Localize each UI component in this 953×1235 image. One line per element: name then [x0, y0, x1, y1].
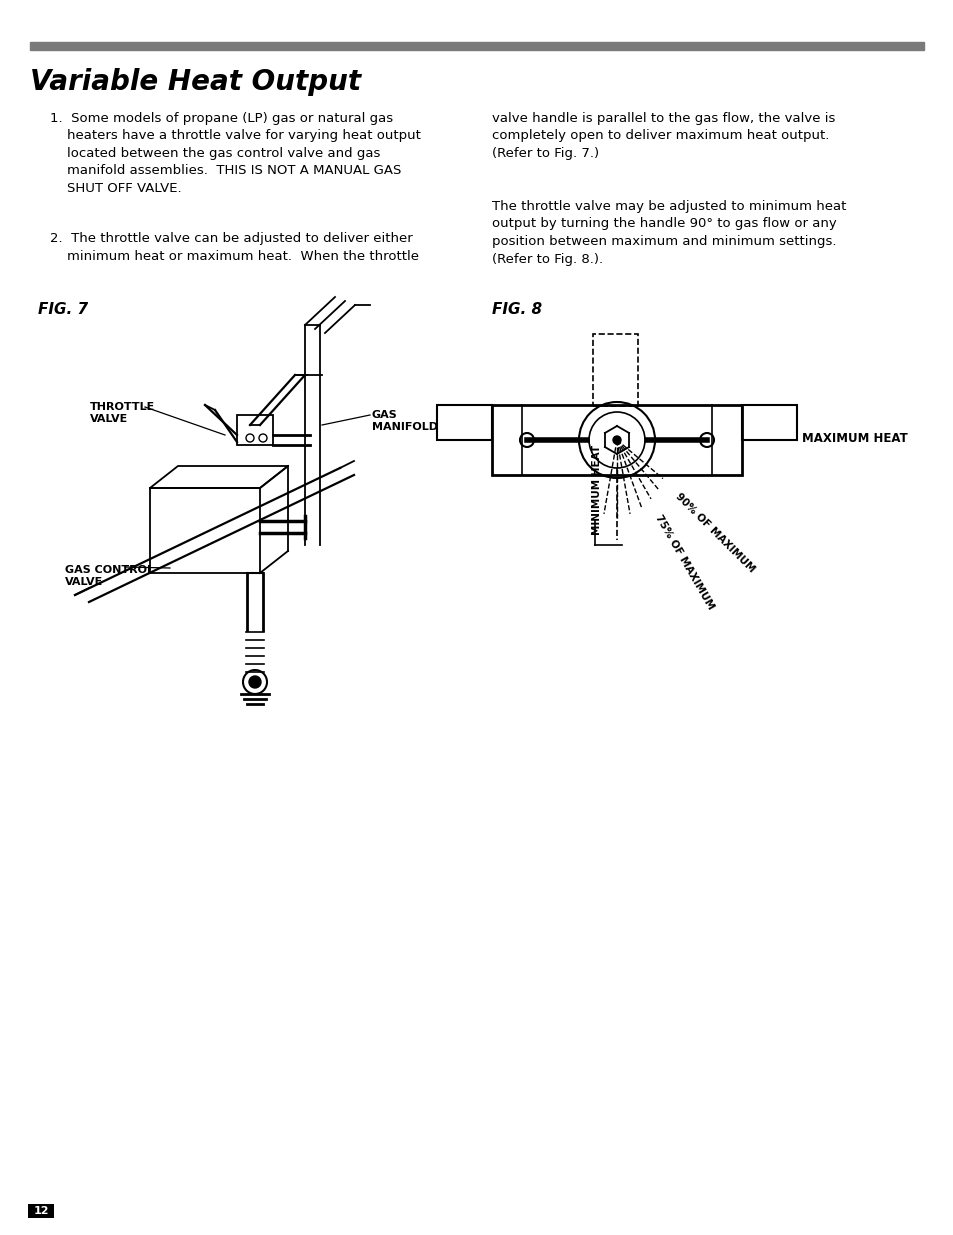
- Bar: [741, 405, 796, 440]
- Bar: [28, 1204, 54, 1218]
- Text: 90% OF MAXIMUM: 90% OF MAXIMUM: [674, 492, 757, 576]
- Text: FIG. 7: FIG. 7: [38, 303, 88, 317]
- Text: FIG. 8: FIG. 8: [492, 303, 541, 317]
- Text: The throttle valve may be adjusted to minimum heat
output by turning the handle : The throttle valve may be adjusted to mi…: [492, 200, 845, 266]
- Text: MINIMUM HEAT: MINIMUM HEAT: [592, 445, 601, 535]
- Text: valve handle is parallel to the gas flow, the valve is
completely open to delive: valve handle is parallel to the gas flow…: [492, 112, 835, 161]
- Text: 12: 12: [33, 1207, 49, 1216]
- Circle shape: [249, 676, 261, 688]
- Text: GAS CONTROL
VALVE: GAS CONTROL VALVE: [65, 564, 153, 587]
- Text: Variable Heat Output: Variable Heat Output: [30, 68, 361, 96]
- Bar: [30, 42, 923, 49]
- Circle shape: [613, 436, 620, 445]
- Text: THROTTLE
VALVE: THROTTLE VALVE: [90, 403, 155, 424]
- Bar: [593, 333, 638, 406]
- Text: 1.  Some models of propane (LP) gas or natural gas
    heaters have a throttle v: 1. Some models of propane (LP) gas or na…: [50, 112, 420, 195]
- Text: 2.  The throttle valve can be adjusted to deliver either
    minimum heat or max: 2. The throttle valve can be adjusted to…: [50, 232, 418, 263]
- Text: GAS
MANIFOLD: GAS MANIFOLD: [372, 410, 437, 431]
- Text: 75% OF MAXIMUM: 75% OF MAXIMUM: [653, 513, 716, 611]
- Text: MAXIMUM HEAT: MAXIMUM HEAT: [801, 431, 907, 445]
- Bar: [492, 405, 741, 475]
- Bar: [436, 405, 492, 440]
- Bar: [150, 488, 260, 573]
- Bar: [236, 415, 273, 445]
